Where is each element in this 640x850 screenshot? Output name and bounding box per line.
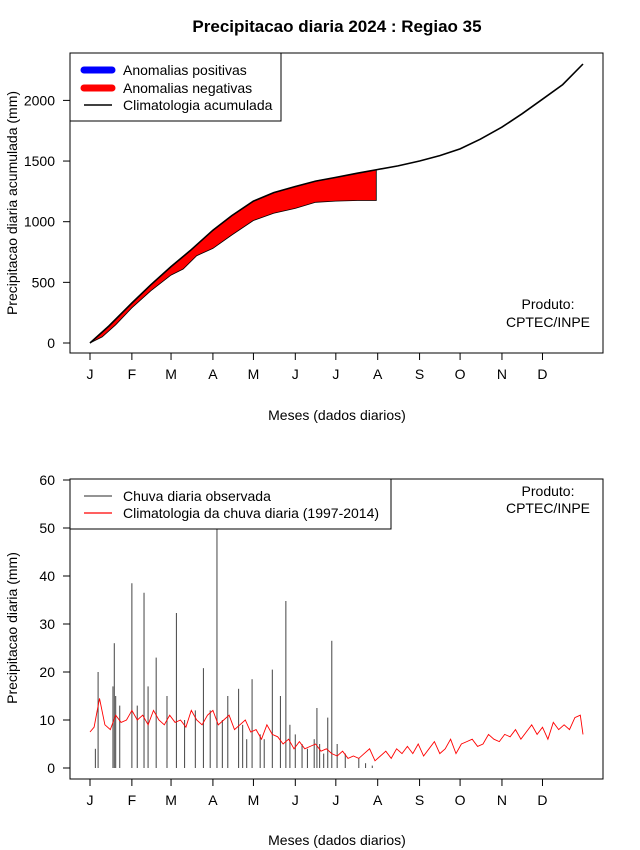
daily-climatology-line xyxy=(89,698,584,762)
accumulated-x-tick-label: D xyxy=(537,366,547,382)
daily-legend: Chuva diaria observada Climatologia da c… xyxy=(69,478,392,530)
accumulated-x-tick-label: N xyxy=(497,366,507,382)
accumulated-x-tick-label: M xyxy=(248,366,260,382)
accumulated-x-tick-label: F xyxy=(128,366,137,382)
daily-annotation-line1: Produto: xyxy=(522,483,575,499)
daily-x-tick-label: S xyxy=(415,792,424,808)
daily-y-tick-label: 30 xyxy=(39,616,55,632)
accumulated-legend: Anomalias positivas Anomalias negativas … xyxy=(69,52,282,122)
legend-positive-label: Anomalias positivas xyxy=(123,62,247,78)
negative-anomaly-area xyxy=(89,169,377,344)
daily-x-tick-label: N xyxy=(497,792,507,808)
accumulated-y-axis: 0 500 1000 1500 2000 xyxy=(24,92,70,351)
accumulated-x-tick-label: O xyxy=(455,366,466,382)
daily-panel: 0 10 20 30 40 50 60 J F M A M J J A S O N D Meses (dados … xyxy=(4,472,604,848)
legend-observed-label: Chuva diaria observada xyxy=(123,488,271,504)
daily-x-tick-label: A xyxy=(208,792,218,808)
legend-daily-climatology-label: Climatologia da chuva diaria (1997-2014) xyxy=(123,505,379,521)
daily-y-tick-label: 40 xyxy=(39,568,55,584)
accumulated-annotation-line1: Produto: xyxy=(522,296,575,312)
accumulated-y-tick-label: 2000 xyxy=(24,92,55,108)
accumulated-x-tick-label: M xyxy=(165,366,177,382)
daily-x-tick-label: J xyxy=(292,792,299,808)
daily-y-tick-label: 20 xyxy=(39,664,55,680)
daily-y-tick-label: 50 xyxy=(39,520,55,536)
daily-x-tick-label: J xyxy=(87,792,94,808)
accumulated-panel: 0 500 1000 1500 2000 J F M A M J J A S O N D Meses (dad… xyxy=(4,52,604,423)
daily-x-tick-label: O xyxy=(455,792,466,808)
daily-annotation-line2: CPTEC/INPE xyxy=(506,500,590,516)
observed-daily-bars xyxy=(94,528,373,768)
legend-climatology-label: Climatologia acumulada xyxy=(123,97,273,113)
accumulated-x-label: Meses (dados diarios) xyxy=(268,407,406,423)
daily-y-tick-label: 10 xyxy=(39,712,55,728)
daily-y-tick-label: 0 xyxy=(47,760,55,776)
figure-title: Precipitacao diaria 2024 : Regiao 35 xyxy=(192,17,481,36)
daily-x-label: Meses (dados diarios) xyxy=(268,832,406,848)
daily-y-label: Precipitacao diaria (mm) xyxy=(4,552,20,704)
legend-negative-label: Anomalias negativas xyxy=(123,80,252,96)
accumulated-x-tick-label: J xyxy=(332,366,339,382)
accumulated-annotation-line2: CPTEC/INPE xyxy=(506,314,590,330)
accumulated-y-tick-label: 0 xyxy=(47,335,55,351)
daily-x-tick-label: F xyxy=(128,792,137,808)
accumulated-x-tick-label: A xyxy=(373,366,383,382)
daily-x-tick-label: M xyxy=(248,792,260,808)
accumulated-y-label: Precipitacao diaria acumulada (mm) xyxy=(4,91,20,315)
daily-x-tick-label: A xyxy=(373,792,383,808)
accumulated-y-tick-label: 1000 xyxy=(24,214,55,230)
accumulated-x-tick-label: J xyxy=(292,366,299,382)
accumulated-y-tick-label: 500 xyxy=(32,274,56,290)
accumulated-climatology-line xyxy=(89,63,584,344)
daily-legend-box xyxy=(69,478,392,530)
accumulated-plot-frame xyxy=(69,52,604,354)
accumulated-x-tick-label: S xyxy=(415,366,424,382)
accumulated-y-tick-label: 1500 xyxy=(24,153,55,169)
daily-x-tick-label: M xyxy=(165,792,177,808)
daily-y-tick-label: 60 xyxy=(39,472,55,488)
daily-x-tick-label: J xyxy=(332,792,339,808)
accumulated-x-tick-label: A xyxy=(208,366,218,382)
daily-x-tick-label: D xyxy=(537,792,547,808)
accumulated-x-tick-label: J xyxy=(87,366,94,382)
daily-y-axis: 0 10 20 30 40 50 60 xyxy=(39,472,70,776)
